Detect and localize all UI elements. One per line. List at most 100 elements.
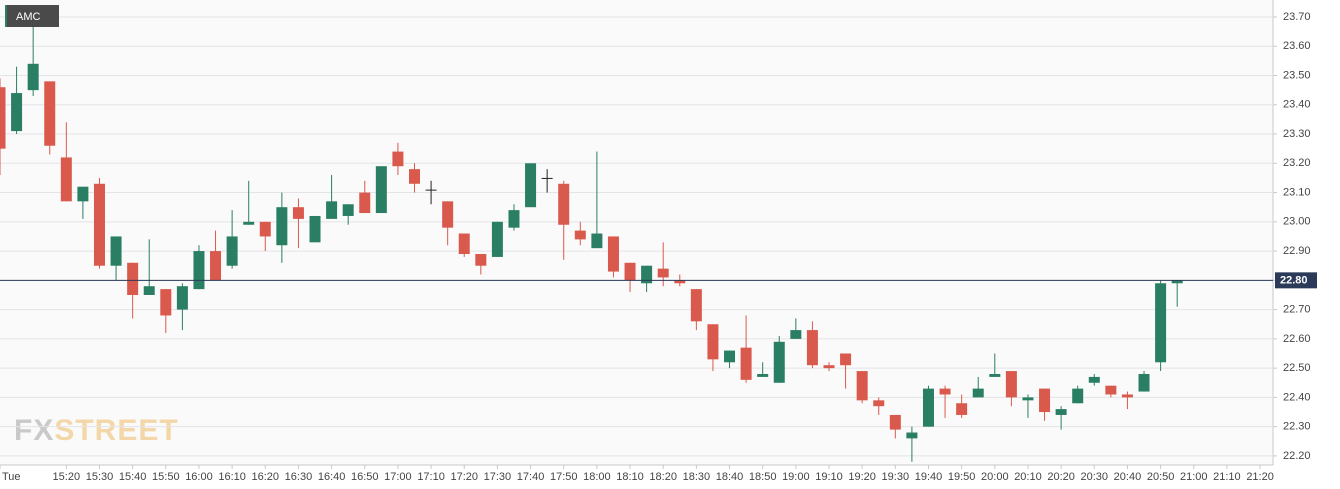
y-tick-label: 23.10	[1283, 186, 1311, 198]
candle-body	[856, 371, 868, 401]
x-tick-label: 17:10	[417, 471, 445, 483]
candle-body	[60, 157, 72, 202]
candle-body	[392, 151, 404, 167]
candle-body	[989, 373, 1001, 377]
candle-body	[292, 207, 304, 219]
x-tick-label: 16:20	[252, 471, 280, 483]
candle-body	[342, 204, 354, 216]
candle-body	[541, 177, 553, 179]
candle-body	[27, 63, 39, 91]
candle-body	[840, 353, 852, 366]
candle-body	[641, 265, 653, 284]
candle-body	[458, 233, 470, 255]
y-tick-label: 22.50	[1283, 362, 1311, 374]
candle-body	[823, 365, 835, 369]
y-tick-label: 23.20	[1283, 157, 1311, 169]
candle-body	[11, 93, 23, 132]
candle-body	[1022, 397, 1034, 401]
x-tick-label: 21:10	[1213, 471, 1241, 483]
candle-body	[773, 341, 785, 383]
x-tick-label: 20:20	[1047, 471, 1075, 483]
candle-body	[193, 251, 205, 290]
candle-body	[425, 189, 437, 191]
candle-body	[259, 221, 271, 237]
y-tick-label: 22.70	[1283, 304, 1311, 316]
x-tick-label: 18:00	[583, 471, 611, 483]
candle-body	[1155, 283, 1167, 363]
x-tick-label: 18:20	[649, 471, 677, 483]
candle-body	[607, 236, 619, 272]
x-tick-label: 16:30	[285, 471, 313, 483]
x-tick-label: 15:30	[86, 471, 114, 483]
candle-body	[790, 330, 802, 339]
candle-body	[1072, 388, 1084, 404]
candle-body	[409, 169, 420, 184]
x-tick-label: 15:50	[152, 471, 180, 483]
candle-body	[491, 221, 503, 257]
candle-body	[1005, 371, 1017, 398]
watermark-fx: FX	[14, 414, 54, 447]
x-tick-label: 19:10	[815, 471, 843, 483]
x-tick-label: 18:40	[716, 471, 744, 483]
candle-body	[939, 388, 951, 395]
candle-body	[889, 414, 901, 430]
candle-body	[740, 347, 752, 380]
legend-swatch	[5, 5, 7, 27]
candle-body	[93, 183, 105, 266]
candle-body	[309, 215, 321, 243]
x-tick-label: 18:50	[749, 471, 777, 483]
candle-body	[143, 286, 155, 295]
candle-body	[326, 201, 338, 219]
x-tick-label: 19:20	[848, 471, 876, 483]
legend-box	[5, 5, 59, 27]
y-tick-label: 22.60	[1283, 333, 1311, 345]
x-tick-label: 19:00	[782, 471, 810, 483]
x-tick-label: 21:00	[1180, 471, 1208, 483]
x-tick-label: 20:00	[981, 471, 1009, 483]
candle-body	[1138, 373, 1150, 392]
candle-body	[724, 350, 736, 363]
last-price-box	[1275, 272, 1317, 289]
x-tick-label: 16:50	[351, 471, 379, 483]
x-tick-label: 16:00	[185, 471, 213, 483]
x-tick-label: 16:40	[318, 471, 346, 483]
candle-body	[475, 254, 487, 266]
y-tick-label: 23.70	[1283, 11, 1311, 23]
candle-body	[1055, 409, 1067, 415]
candle-body	[375, 166, 387, 214]
candle-body	[806, 330, 818, 366]
x-tick-label: Tue	[2, 471, 21, 483]
candle-body	[707, 324, 719, 360]
candle-body	[1121, 394, 1133, 398]
candle-body	[1039, 388, 1051, 413]
y-tick-label: 22.30	[1283, 421, 1311, 433]
x-tick-label: 20:30	[1081, 471, 1109, 483]
candle-body	[972, 388, 984, 398]
x-tick-label: 18:30	[683, 471, 711, 483]
candle-body	[873, 400, 885, 407]
candle-body	[624, 262, 636, 281]
candle-body	[1105, 385, 1117, 395]
candle-body	[77, 186, 89, 202]
y-tick-label: 23.40	[1283, 99, 1311, 111]
y-tick-label: 22.40	[1283, 391, 1311, 403]
x-tick-label: 19:50	[948, 471, 976, 483]
last-price-label: 22.80	[1280, 274, 1308, 286]
y-tick-label: 23.30	[1283, 128, 1311, 140]
x-tick-label: 17:40	[517, 471, 545, 483]
candle-body	[226, 236, 238, 266]
candle-body	[127, 262, 139, 295]
x-tick-label: 18:10	[616, 471, 644, 483]
candle-body	[690, 289, 702, 322]
x-tick-label: 21:20	[1246, 471, 1274, 483]
watermark-street: STREET	[54, 414, 178, 447]
y-tick-label: 23.60	[1283, 40, 1311, 52]
x-tick-label: 17:50	[550, 471, 578, 483]
candle-body	[210, 251, 222, 281]
candle-body	[176, 286, 188, 310]
candle-body	[508, 210, 520, 228]
x-tick-label: 17:30	[484, 471, 512, 483]
x-tick-label: 20:40	[1114, 471, 1142, 483]
candle-body	[276, 207, 288, 246]
